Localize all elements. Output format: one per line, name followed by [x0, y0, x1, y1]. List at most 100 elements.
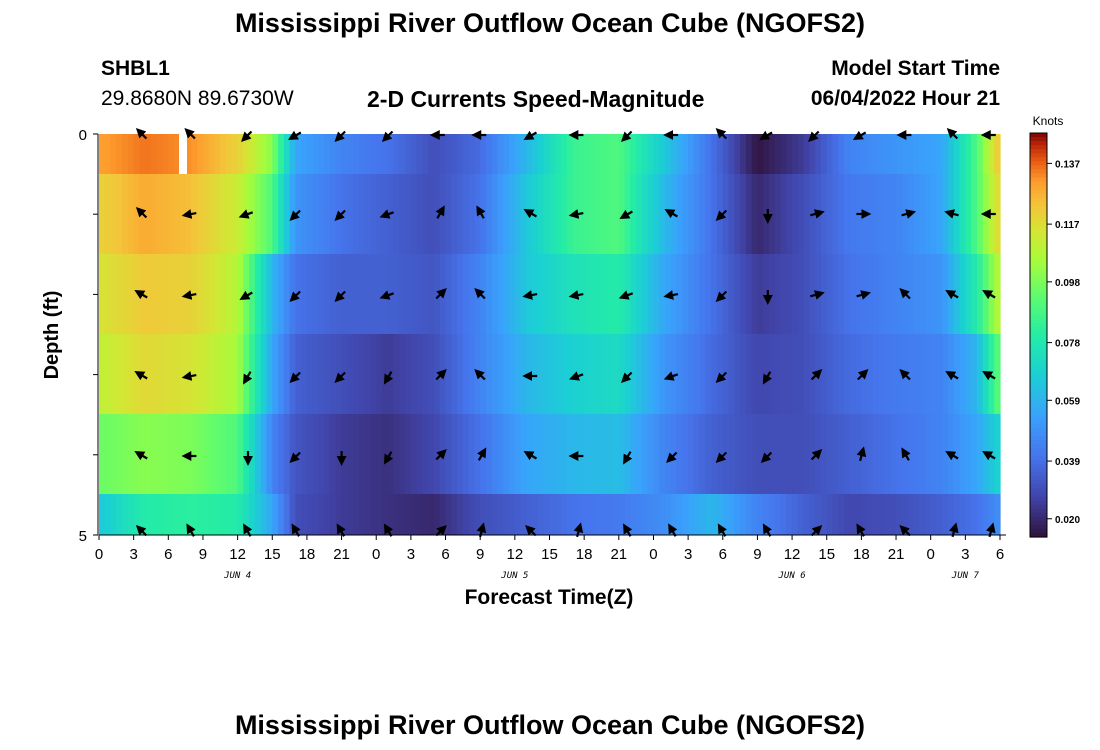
- heatmap-cell: [584, 414, 591, 494]
- heatmap-cell: [780, 254, 787, 334]
- heatmap-cell: [861, 494, 868, 535]
- heatmap-cell: [537, 134, 545, 174]
- heatmap-cell: [214, 134, 221, 174]
- x-tick-label: 0: [95, 546, 103, 563]
- heatmap-cell: [324, 334, 331, 414]
- colorbar-segment: [1030, 335, 1047, 340]
- colorbar-segment: [1030, 339, 1047, 344]
- heatmap-cell: [382, 254, 389, 334]
- heatmap-cell: [306, 414, 314, 494]
- heatmap-cell: [122, 334, 129, 414]
- heatmap-cell: [503, 334, 510, 414]
- heatmap-cell: [572, 334, 579, 414]
- heatmap-cell: [722, 134, 730, 174]
- colorbar-segment: [1030, 270, 1047, 275]
- heatmap-cell: [561, 414, 568, 494]
- heatmap-cell: [399, 174, 406, 254]
- heatmap-cell: [480, 334, 487, 414]
- colorbar-segment: [1030, 318, 1047, 324]
- heatmap-cell: [826, 414, 834, 494]
- current-vector-arrow: [810, 369, 823, 381]
- heatmap-cell: [416, 134, 424, 174]
- heatmap-cell: [318, 334, 325, 414]
- heatmap-cell: [636, 414, 643, 494]
- heatmap-cell: [237, 334, 244, 414]
- heatmap-cell: [318, 134, 325, 174]
- heatmap-cell: [150, 414, 158, 494]
- heatmap-cell: [197, 174, 204, 254]
- heatmap-cell: [341, 494, 348, 535]
- heatmap-cell: [780, 174, 787, 254]
- heatmap-cell: [705, 174, 712, 254]
- heatmap-cell: [740, 414, 747, 494]
- heatmap-cell: [324, 134, 331, 174]
- heatmap-cell: [636, 174, 643, 254]
- heatmap-cell: [451, 494, 458, 535]
- heatmap-cell: [220, 494, 227, 535]
- heatmap-cell: [462, 494, 470, 535]
- current-vector-arrow: [135, 127, 148, 140]
- heatmap-cell: [278, 254, 285, 334]
- heatmap-cell: [676, 174, 683, 254]
- heatmap-cell: [705, 494, 712, 535]
- heatmap-cell: [428, 254, 435, 334]
- heatmap-cell: [272, 414, 279, 494]
- heatmap-cell: [416, 414, 424, 494]
- heatmap-cell: [647, 494, 655, 535]
- current-vector-arrow: [663, 371, 679, 381]
- heatmap-cell: [457, 334, 464, 414]
- heatmap-cell: [122, 174, 129, 254]
- heatmap-cell: [526, 334, 533, 414]
- heatmap-cell: [838, 334, 845, 414]
- heatmap-cell: [572, 134, 579, 174]
- current-vector-arrow: [901, 209, 917, 219]
- heatmap-cell: [537, 414, 545, 494]
- heatmap-cell: [653, 254, 660, 334]
- current-vector-arrow: [474, 288, 486, 300]
- x-tick-label: 18: [299, 546, 316, 563]
- heatmap-cell: [878, 334, 886, 414]
- heatmap-cell: [803, 494, 811, 535]
- heatmap-cell: [653, 174, 660, 254]
- colorbar-segment: [1030, 355, 1047, 360]
- heatmap-cell: [919, 254, 926, 334]
- current-vector-arrow: [945, 451, 959, 461]
- current-vector-arrow: [620, 371, 633, 383]
- heatmap-cell: [266, 414, 273, 494]
- heatmap-cell: [988, 494, 995, 535]
- heatmap-cell: [133, 174, 141, 254]
- heatmap-cell: [116, 334, 123, 414]
- heatmap-cell: [537, 334, 545, 414]
- heatmap-cell: [913, 134, 920, 174]
- heatmap-cell: [653, 414, 660, 494]
- chart-title: Mississippi River Outflow Ocean Cube (NG…: [234, 8, 866, 38]
- current-vector-arrow: [663, 290, 679, 300]
- heatmap-cell: [763, 254, 770, 334]
- heatmap-cell: [994, 174, 1001, 254]
- heatmap-cell: [959, 494, 966, 535]
- heatmap-cell: [370, 334, 377, 414]
- colorbar-segment: [1030, 427, 1047, 433]
- heatmap-cell: [393, 134, 400, 174]
- heatmap-cell: [341, 414, 348, 494]
- heatmap-cell: [312, 254, 320, 334]
- heatmap-cell: [272, 494, 279, 535]
- heatmap-cell: [272, 254, 279, 334]
- heatmap-cell: [682, 174, 689, 254]
- heatmap-cell: [202, 414, 210, 494]
- heatmap-cell: [405, 174, 412, 254]
- model-start-label: Model Start Time: [831, 57, 1000, 80]
- heatmap-cell: [849, 334, 857, 414]
- heatmap-cell: [104, 494, 112, 535]
- heatmap-cell: [150, 494, 158, 535]
- heatmap-cell: [826, 494, 834, 535]
- heatmap-cell: [393, 414, 400, 494]
- colorbar-segment: [1030, 197, 1047, 203]
- heatmap-cell: [260, 494, 268, 535]
- heatmap-cell: [641, 334, 649, 414]
- current-vector-arrow: [181, 209, 197, 219]
- x-tick-label: 18: [853, 546, 870, 563]
- heatmap-cell: [283, 254, 291, 334]
- heatmap-cell: [520, 134, 527, 174]
- heatmap-cell: [416, 334, 424, 414]
